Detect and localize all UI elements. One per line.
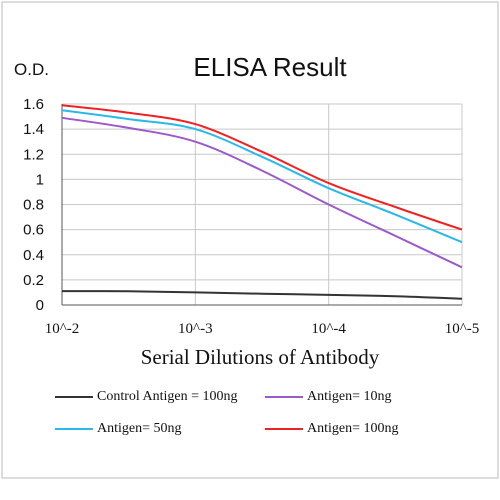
legend-label-control: Control Antigen = 100ng [97, 389, 238, 404]
legend-label-antigen-10ng: Antigen= 10ng [307, 389, 392, 404]
series-line-control [61, 290, 463, 300]
legend-item-antigen-50ng: Antigen= 50ng [55, 420, 182, 438]
x-axis-label: Serial Dilutions of Antibody [140, 345, 380, 369]
y-tick-label: 1.6 [23, 96, 44, 113]
y-tick-label: 1.4 [23, 121, 44, 138]
legend-swatch-antigen-100ng [265, 428, 303, 430]
x-tick-label: 10^-4 [311, 321, 346, 337]
legend: Control Antigen = 100ng Antigen= 10ng An… [55, 382, 455, 452]
legend-label-antigen-100ng: Antigen= 100ng [307, 421, 399, 436]
series-line-antigen-100ng [61, 104, 463, 231]
chart-title: ELISA Result [193, 52, 347, 82]
x-tick-label: 10^-5 [445, 321, 480, 337]
x-tick-label: 10^-3 [178, 321, 213, 337]
y-tick-label: 0.8 [23, 197, 44, 214]
series-line-antigen-10ng [61, 116, 463, 269]
x-tick-label: 10^-2 [45, 321, 80, 337]
series-line-antigen-50ng [61, 109, 463, 244]
legend-swatch-antigen-50ng [55, 428, 93, 430]
y-tick-label: 0.4 [23, 247, 44, 264]
legend-item-antigen-10ng: Antigen= 10ng [265, 388, 392, 406]
y-tick-label: 1.2 [23, 146, 44, 163]
legend-swatch-control [55, 396, 93, 398]
y-tick-label: 0.2 [23, 272, 44, 289]
y-tick-label: 0 [36, 297, 44, 314]
y-axis-label: O.D. [14, 60, 49, 79]
legend-item-antigen-100ng: Antigen= 100ng [265, 420, 399, 438]
y-tick-label: 1 [36, 171, 44, 188]
outer-border [1, 1, 499, 479]
legend-label-antigen-50ng: Antigen= 50ng [97, 421, 182, 436]
legend-item-control: Control Antigen = 100ng [55, 388, 238, 406]
legend-swatch-antigen-10ng [265, 396, 303, 398]
y-tick-label: 0.6 [23, 222, 44, 239]
